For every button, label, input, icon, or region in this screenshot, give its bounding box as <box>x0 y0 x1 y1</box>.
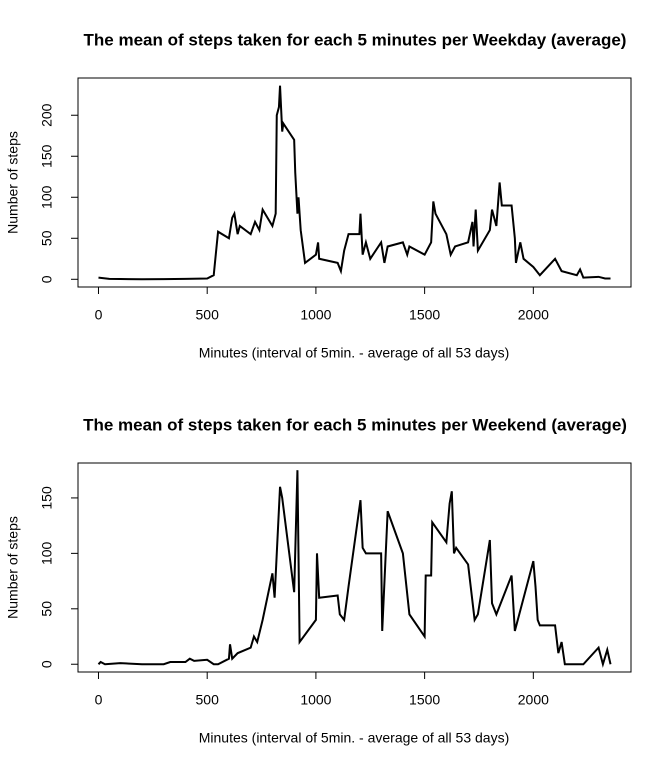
y-tick-label: 200 <box>39 103 55 127</box>
x-tick-label: 0 <box>95 307 103 323</box>
y-tick-label: 0 <box>39 660 55 668</box>
chart-title: The mean of steps taken for each 5 minut… <box>84 30 627 49</box>
y-tick-label: 100 <box>39 541 55 565</box>
x-tick-label: 1000 <box>300 307 331 323</box>
x-tick-label: 2000 <box>518 692 549 708</box>
x-axis-label: Minutes (interval of 5min. - average of … <box>199 345 509 361</box>
y-axis-label: Number of steps <box>5 131 21 234</box>
x-axis-label: Minutes (interval of 5min. - average of … <box>199 730 509 746</box>
y-tick-label: 100 <box>39 185 55 209</box>
y-tick-label: 0 <box>39 275 55 283</box>
y-tick-label: 50 <box>39 230 55 246</box>
y-tick-label: 150 <box>39 486 55 510</box>
x-tick-label: 500 <box>196 692 220 708</box>
chart-title: The mean of steps taken for each 5 minut… <box>83 415 627 434</box>
x-tick-label: 1500 <box>409 307 440 323</box>
x-tick-label: 1500 <box>409 692 440 708</box>
x-tick-label: 0 <box>95 692 103 708</box>
y-tick-label: 50 <box>39 601 55 617</box>
data-line <box>98 85 611 281</box>
plot-box <box>77 462 632 673</box>
x-tick-label: 500 <box>196 307 220 323</box>
x-tick-label: 1000 <box>300 692 331 708</box>
x-tick-label: 2000 <box>518 307 549 323</box>
data-line <box>97 470 612 668</box>
y-tick-label: 150 <box>39 144 55 168</box>
y-axis-label: Number of steps <box>5 516 21 619</box>
plot-box <box>77 77 632 288</box>
